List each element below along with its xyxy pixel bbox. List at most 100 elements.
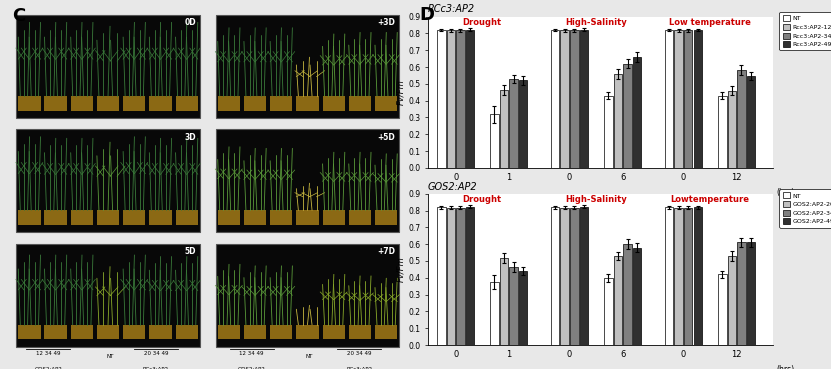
FancyBboxPatch shape	[18, 96, 41, 111]
Bar	[614, 74, 622, 168]
Bar	[665, 207, 673, 345]
Bar	[614, 256, 622, 345]
Bar	[519, 271, 528, 345]
Bar	[570, 30, 578, 168]
Bar	[747, 242, 755, 345]
Y-axis label: Fv/Fm: Fv/Fm	[396, 79, 406, 105]
Text: NT: NT	[306, 354, 313, 359]
Bar	[604, 278, 612, 345]
Bar	[718, 96, 726, 168]
Bar	[604, 96, 612, 168]
FancyBboxPatch shape	[17, 244, 199, 347]
FancyBboxPatch shape	[123, 210, 145, 225]
FancyBboxPatch shape	[270, 325, 293, 339]
Bar	[580, 207, 588, 345]
FancyBboxPatch shape	[150, 210, 171, 225]
FancyBboxPatch shape	[375, 325, 397, 339]
FancyBboxPatch shape	[216, 244, 399, 347]
Bar	[446, 30, 455, 168]
FancyBboxPatch shape	[97, 96, 119, 111]
Bar	[728, 256, 736, 345]
FancyBboxPatch shape	[218, 96, 240, 111]
Text: Low temperature: Low temperature	[669, 18, 751, 27]
Bar	[456, 30, 465, 168]
Bar	[446, 207, 455, 345]
Legend: NT, Rcc3:AP2-12, Rcc3:AP2-34, Rcc3:AP2-49: NT, Rcc3:AP2-12, Rcc3:AP2-34, Rcc3:AP2-4…	[779, 12, 831, 51]
FancyBboxPatch shape	[17, 15, 199, 118]
Bar	[465, 207, 475, 345]
FancyBboxPatch shape	[270, 210, 293, 225]
FancyBboxPatch shape	[297, 96, 318, 111]
FancyBboxPatch shape	[349, 96, 371, 111]
Bar	[623, 244, 632, 345]
FancyBboxPatch shape	[218, 325, 240, 339]
Text: 5D: 5D	[184, 247, 196, 256]
FancyBboxPatch shape	[97, 325, 119, 339]
Bar	[437, 30, 445, 168]
FancyBboxPatch shape	[349, 325, 371, 339]
Text: NT: NT	[106, 354, 114, 359]
Bar	[490, 114, 499, 168]
FancyBboxPatch shape	[322, 210, 345, 225]
Bar	[684, 207, 692, 345]
Bar	[456, 207, 465, 345]
FancyBboxPatch shape	[45, 96, 66, 111]
Text: Lowtemperature: Lowtemperature	[671, 195, 750, 204]
Bar	[747, 76, 755, 168]
FancyBboxPatch shape	[270, 96, 293, 111]
Text: RCc3:AP2: RCc3:AP2	[347, 367, 372, 369]
FancyBboxPatch shape	[322, 325, 345, 339]
FancyBboxPatch shape	[71, 96, 93, 111]
Bar	[490, 282, 499, 345]
FancyBboxPatch shape	[322, 96, 345, 111]
FancyBboxPatch shape	[216, 15, 399, 118]
FancyBboxPatch shape	[297, 325, 318, 339]
Text: +7D: +7D	[377, 247, 396, 256]
Bar	[633, 57, 642, 168]
Text: Drought: Drought	[463, 195, 502, 204]
Bar	[694, 30, 702, 168]
Text: 12 34 49: 12 34 49	[36, 351, 61, 356]
FancyBboxPatch shape	[175, 325, 198, 339]
FancyBboxPatch shape	[71, 325, 93, 339]
Y-axis label: Fv/Fm: Fv/Fm	[396, 256, 406, 282]
FancyBboxPatch shape	[216, 129, 399, 232]
FancyBboxPatch shape	[375, 96, 397, 111]
FancyBboxPatch shape	[97, 210, 119, 225]
FancyBboxPatch shape	[71, 210, 93, 225]
Text: 20 34 49: 20 34 49	[144, 351, 168, 356]
FancyBboxPatch shape	[123, 325, 145, 339]
Text: GOS2:AP2: GOS2:AP2	[428, 182, 478, 192]
FancyBboxPatch shape	[244, 210, 266, 225]
Bar	[560, 207, 569, 345]
Text: D: D	[420, 6, 435, 24]
Bar	[499, 258, 509, 345]
Text: 12 34 49: 12 34 49	[239, 351, 264, 356]
Text: (hrs): (hrs)	[776, 187, 794, 197]
Text: RCc3:AP2: RCc3:AP2	[143, 367, 169, 369]
FancyBboxPatch shape	[175, 210, 198, 225]
FancyBboxPatch shape	[45, 325, 66, 339]
Text: GOS2:AP2: GOS2:AP2	[34, 367, 62, 369]
Text: 20 34 49: 20 34 49	[347, 351, 371, 356]
Bar	[665, 30, 673, 168]
Bar	[509, 267, 518, 345]
FancyBboxPatch shape	[297, 210, 318, 225]
FancyBboxPatch shape	[123, 96, 145, 111]
Text: 0D: 0D	[184, 18, 196, 27]
Text: High-Salinity: High-Salinity	[565, 18, 627, 27]
Text: C: C	[12, 7, 26, 25]
Bar	[560, 30, 569, 168]
Bar	[737, 242, 745, 345]
FancyBboxPatch shape	[18, 210, 41, 225]
Bar	[465, 30, 475, 168]
Text: 3D: 3D	[184, 133, 196, 142]
FancyBboxPatch shape	[175, 96, 198, 111]
Bar	[499, 90, 509, 168]
Bar	[509, 79, 518, 168]
FancyBboxPatch shape	[218, 210, 240, 225]
Text: +5D: +5D	[377, 133, 396, 142]
FancyBboxPatch shape	[349, 210, 371, 225]
Bar	[718, 275, 726, 345]
FancyBboxPatch shape	[45, 210, 66, 225]
